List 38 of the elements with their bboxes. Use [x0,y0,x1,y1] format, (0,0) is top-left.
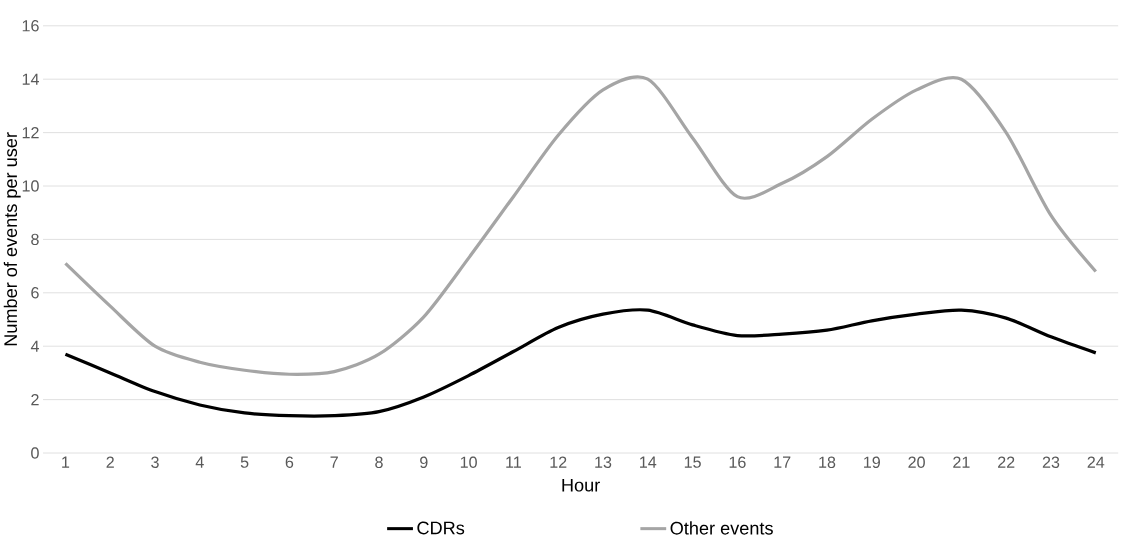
x-tick-label: 23 [1042,456,1060,468]
x-axis-title: Hour [562,478,600,492]
y-tick-label: 10 [22,180,39,192]
x-tick-label: 15 [684,456,701,468]
x-tick-label: 8 [375,456,383,468]
y-tick-label: 0 [31,447,39,459]
y-tick-label: 4 [30,340,39,352]
x-tick-label: 18 [819,456,836,468]
x-tick-label: 11 [506,456,521,468]
y-tick-label: 6 [31,286,39,299]
y-axis-title: Number of events per user [3,132,21,346]
x-tick-label: 9 [420,456,428,468]
x-tick-label: 24 [1087,456,1105,468]
x-tick-label: 7 [330,456,338,468]
x-tick-label: 16 [729,456,746,468]
x-tick-label: 21 [953,456,970,468]
x-tick-label: 3 [151,456,159,468]
legend-label: Other events [670,521,773,535]
x-tick-label: 4 [195,456,204,468]
x-tick-label: 14 [640,456,657,468]
x-tick-label: 5 [240,456,249,468]
line-series [63,308,1098,418]
y-tick-label: 8 [31,233,39,245]
x-tick-label: 12 [550,456,567,468]
legend-label: CDRs [417,521,465,535]
y-tick-label: 16 [22,19,39,32]
x-tick-label: 2 [106,456,114,468]
y-tick-label: 2 [31,393,39,406]
x-tick-label: 19 [864,456,880,468]
x-tick-label: 17 [774,456,791,468]
x-tick-label: 22 [998,456,1015,468]
x-tick-label: 20 [908,456,925,468]
x-tick-label: 10 [460,456,477,468]
y-tick-label: 14 [22,73,39,85]
y-tick-label: 12 [22,126,39,139]
x-tick-label: 1 [62,456,70,468]
x-tick-label: 13 [595,456,612,468]
x-tick-label: 6 [285,456,294,468]
